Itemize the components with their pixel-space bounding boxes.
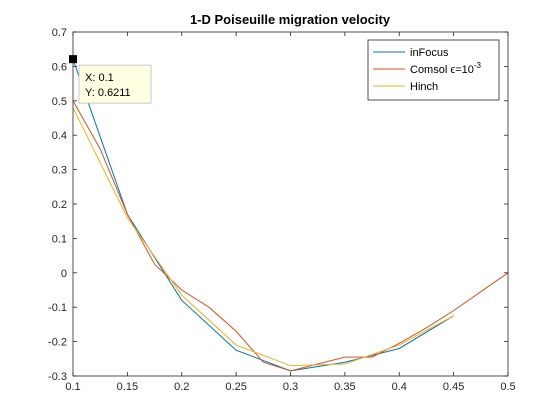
legend-label-comsol: Comsol ϵ=10-3 bbox=[410, 61, 482, 76]
datatip-x-label: X: 0.1 bbox=[85, 72, 114, 84]
legend-box bbox=[367, 39, 500, 101]
series-line-hinch bbox=[72, 107, 454, 367]
series-layer bbox=[72, 58, 509, 372]
series-line-infocus bbox=[72, 58, 454, 372]
series-line-comsol bbox=[72, 100, 509, 372]
y-tick-label: 0 bbox=[61, 268, 67, 280]
y-tick-label: -0.2 bbox=[48, 337, 67, 349]
y-tick-label: -0.1 bbox=[48, 302, 67, 314]
datatip[interactable]: X: 0.1 Y: 0.6211 bbox=[69, 55, 152, 104]
x-tick-label: 0.35 bbox=[334, 381, 355, 393]
x-tick-label: 0.5 bbox=[500, 381, 515, 393]
y-tick-label: 0.6 bbox=[52, 61, 67, 73]
y-tick-label: -0.3 bbox=[48, 371, 67, 383]
y-tick-label: 0.2 bbox=[52, 199, 67, 211]
datatip-box bbox=[78, 64, 152, 104]
datatip-y-label: Y: 0.6211 bbox=[85, 87, 131, 99]
chart-title: 1-D Poiseuille migration velocity bbox=[190, 12, 391, 27]
x-tick-label: 0.45 bbox=[443, 381, 464, 393]
x-tick-label: 0.3 bbox=[283, 381, 298, 393]
x-tick-label: 0.2 bbox=[174, 381, 189, 393]
x-tick-label: 0.25 bbox=[225, 381, 246, 393]
legend[interactable]: inFocus Comsol ϵ=10-3 Hinch bbox=[367, 39, 500, 101]
y-tick-label: 0.7 bbox=[52, 27, 67, 39]
y-tick-label: 0.4 bbox=[52, 130, 67, 142]
x-tick-label: 0.1 bbox=[65, 381, 80, 393]
axes-layer: 0.1 0.15 0.2 0.25 0.3 0.35 0.4 0.45 0.5 -0.3 -0.2 -… bbox=[48, 27, 516, 393]
x-tick-label: 0.15 bbox=[117, 381, 138, 393]
legend-label-hinch: Hinch bbox=[410, 81, 438, 93]
datatip-marker[interactable] bbox=[69, 55, 77, 64]
legend-label-infocus: inFocus bbox=[410, 47, 449, 59]
x-tick-label: 0.4 bbox=[392, 381, 407, 393]
y-tick-label: 0.3 bbox=[52, 165, 67, 177]
y-tick-label: 0.1 bbox=[52, 233, 67, 245]
y-tick-label: 0.5 bbox=[52, 96, 67, 108]
